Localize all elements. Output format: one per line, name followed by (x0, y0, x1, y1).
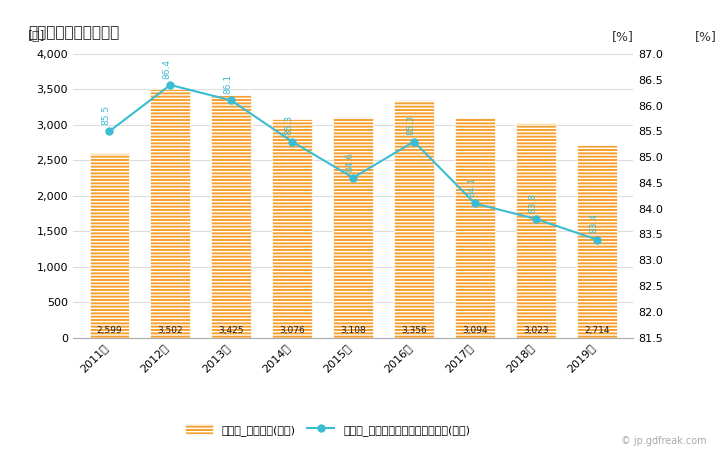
Legend: 住宅用_建築物数(左軸), 住宅用_全建築物数にしめるシェア(右軸): 住宅用_建築物数(左軸), 住宅用_全建築物数にしめるシェア(右軸) (181, 419, 475, 440)
Text: 3,108: 3,108 (340, 326, 366, 335)
Text: 3,356: 3,356 (401, 326, 427, 335)
Text: 2,599: 2,599 (97, 326, 122, 335)
Bar (90, 153, 129, 338)
Bar (516, 123, 555, 338)
Text: 83.4: 83.4 (589, 213, 598, 234)
Text: 3,094: 3,094 (462, 326, 488, 335)
Text: [棟]: [棟] (28, 30, 45, 43)
Text: 84.6: 84.6 (346, 152, 355, 171)
Text: 住宅用建築物数の推移: 住宅用建築物数の推移 (28, 25, 119, 40)
Text: 3,023: 3,023 (523, 326, 549, 335)
Text: 86.1: 86.1 (223, 74, 233, 94)
Bar (333, 117, 373, 338)
Text: 85.3: 85.3 (285, 115, 293, 135)
Text: 3,076: 3,076 (280, 326, 305, 335)
Bar (272, 120, 312, 338)
Text: 86.4: 86.4 (163, 59, 172, 79)
Text: [%]: [%] (612, 30, 633, 43)
Bar (455, 118, 495, 338)
Text: 3,425: 3,425 (218, 326, 244, 335)
Text: 83.8: 83.8 (529, 193, 537, 213)
Text: 3,502: 3,502 (157, 326, 183, 335)
Text: © jp.gdfreak.com: © jp.gdfreak.com (620, 436, 706, 446)
Bar (394, 99, 434, 338)
Text: 84.1: 84.1 (467, 177, 476, 197)
Text: [%]: [%] (695, 30, 717, 43)
Text: 85.3: 85.3 (406, 115, 416, 135)
Bar (151, 89, 190, 338)
Bar (211, 95, 251, 338)
Text: 85.5: 85.5 (102, 105, 111, 125)
Bar (577, 145, 617, 338)
Text: 2,714: 2,714 (584, 326, 609, 335)
